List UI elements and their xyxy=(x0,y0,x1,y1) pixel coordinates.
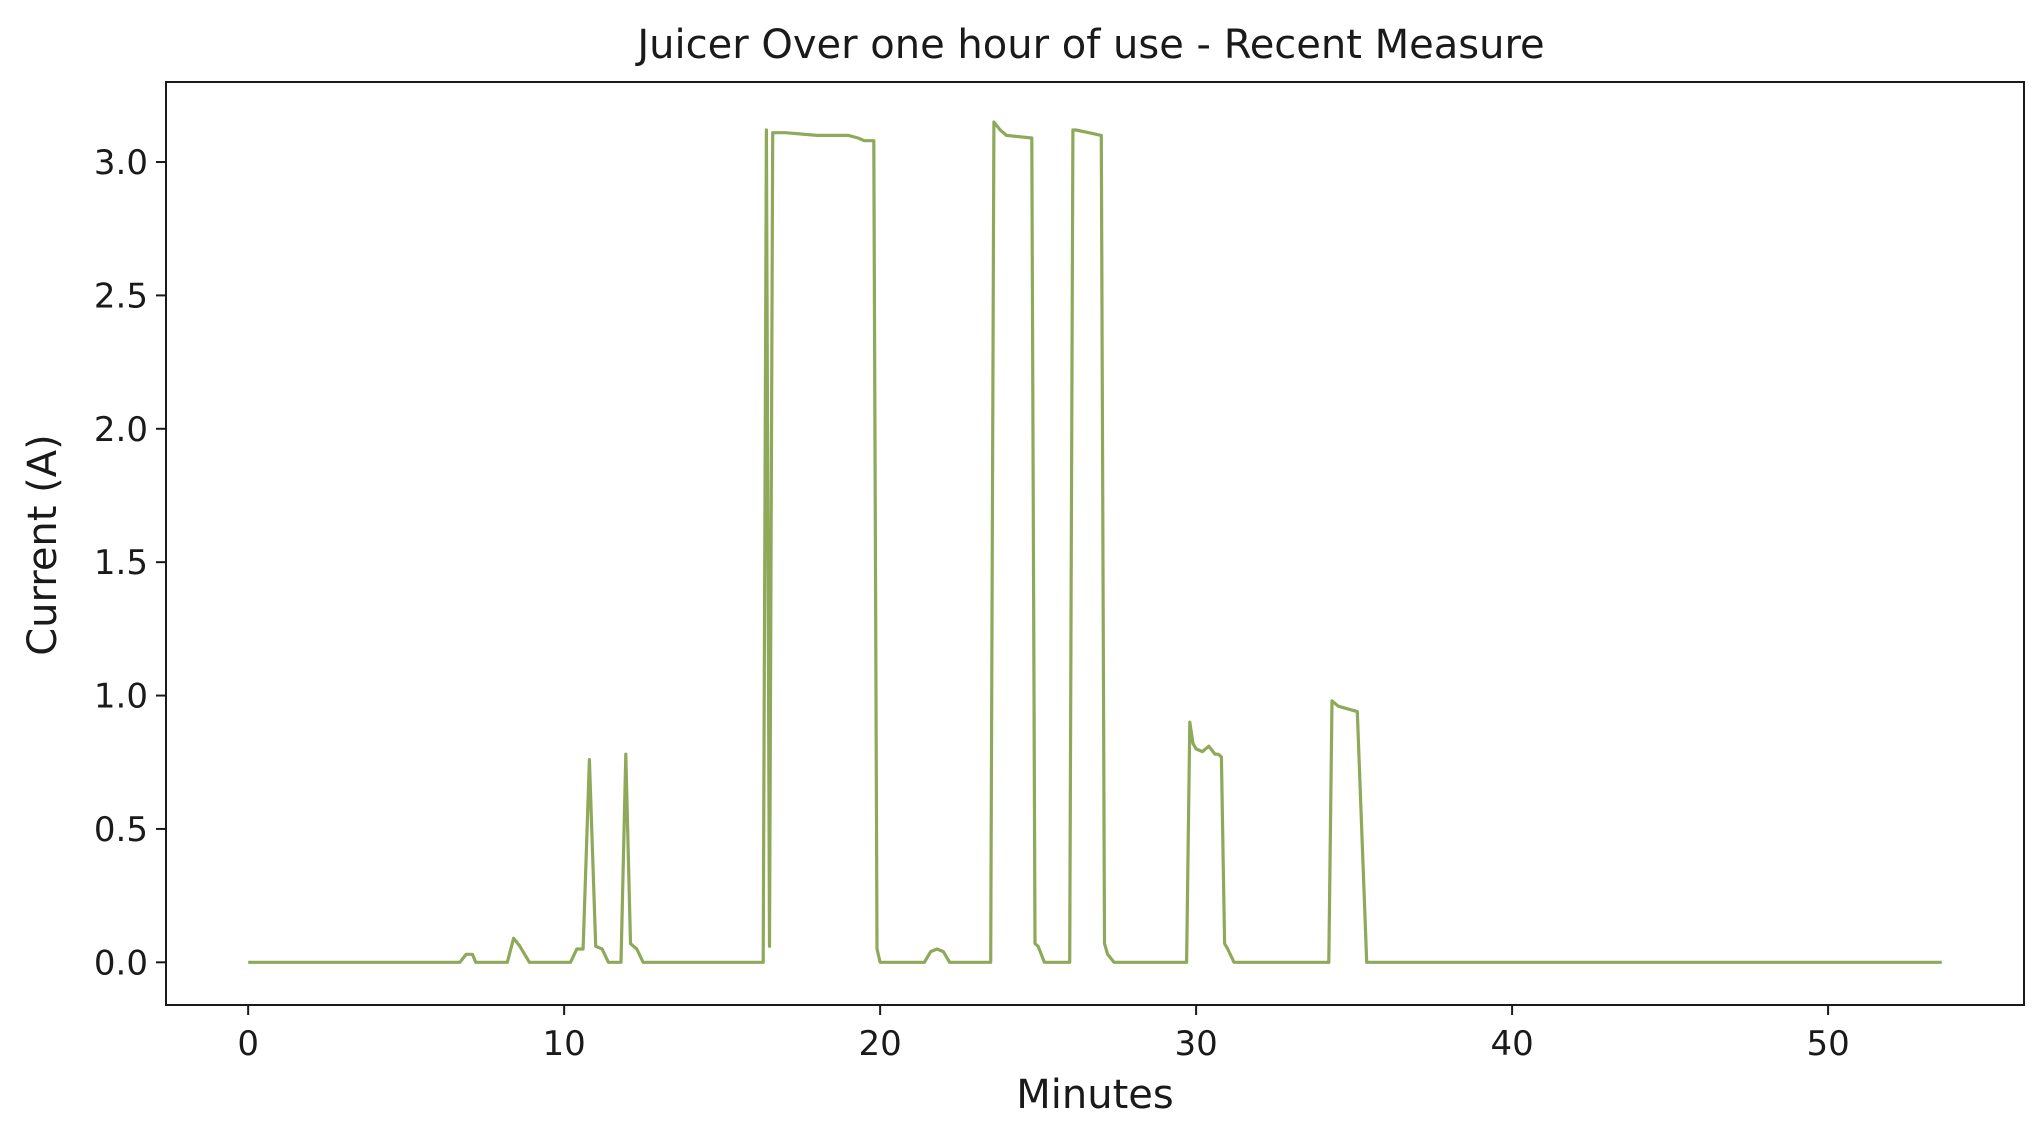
plot-area xyxy=(248,120,1942,964)
y-axis: 0.0 0.5 1.0 1.5 2.0 2.5 3.0 xyxy=(94,143,166,983)
y-tick-label: 0.5 xyxy=(94,810,148,850)
y-tick-label: 1.5 xyxy=(94,543,148,583)
y-tick-label: 2.0 xyxy=(94,410,148,450)
x-tick-label: 0 xyxy=(237,1024,259,1064)
y-axis-label: Current (A) xyxy=(20,434,66,656)
y-tick-label: 1.0 xyxy=(94,677,148,717)
x-tick-label: 20 xyxy=(858,1024,901,1064)
x-axis: 0 10 20 30 40 50 xyxy=(237,1005,1850,1064)
x-tick-label: 50 xyxy=(1806,1024,1849,1064)
x-axis-label: Minutes xyxy=(1016,1072,1173,1118)
series-line-0 xyxy=(248,120,1942,964)
y-tick-label: 2.5 xyxy=(94,276,148,316)
x-tick-label: 30 xyxy=(1174,1024,1217,1064)
x-tick-label: 40 xyxy=(1490,1024,1533,1064)
x-tick-label: 10 xyxy=(543,1024,586,1064)
plot-frame xyxy=(165,81,2025,1006)
y-tick-label: 0.0 xyxy=(94,943,148,983)
y-tick-label: 3.0 xyxy=(94,143,148,183)
chart-title: Juicer Over one hour of use - Recent Mea… xyxy=(634,22,1544,68)
